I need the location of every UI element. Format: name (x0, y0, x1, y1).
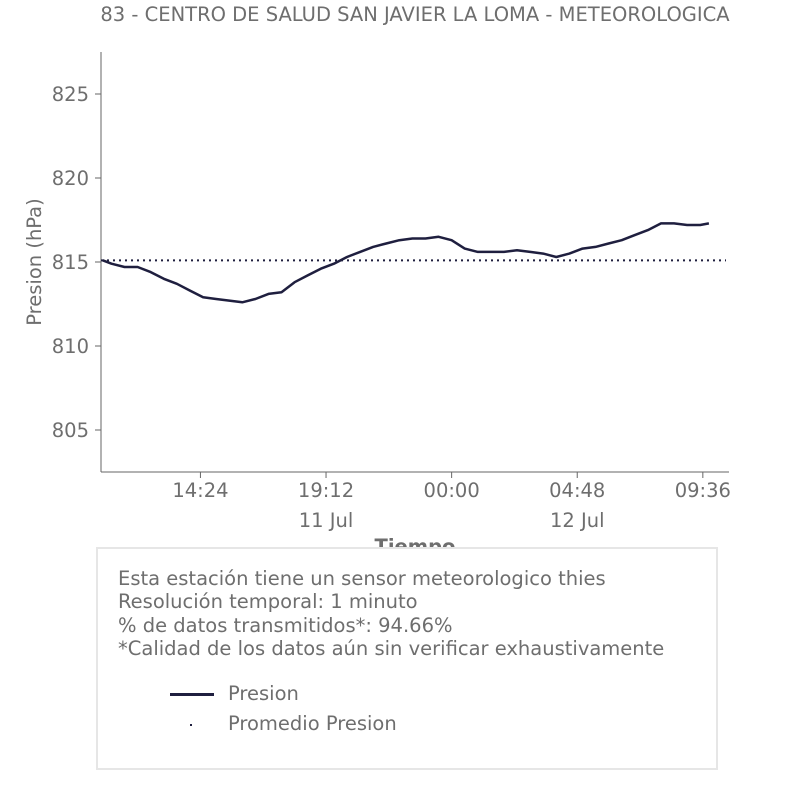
x-tick-date-label: 12 Jul (550, 509, 605, 532)
y-tick-label: 815 (52, 251, 89, 274)
x-tick-label: 14:24 (172, 479, 228, 502)
legend-label-presion: Presion (228, 682, 299, 705)
y-tick-label: 810 (52, 335, 89, 358)
chart-title: 83 - CENTRO DE SALUD SAN JAVIER LA LOMA … (100, 3, 730, 26)
station-info: Esta estación tiene un sensor meteorolog… (118, 567, 664, 660)
x-tick-label: 19:12 (298, 479, 354, 502)
y-tick-label: 805 (52, 419, 89, 442)
legend-dot-swatch (190, 724, 192, 726)
presion-series-line (102, 222, 710, 304)
info-sensor: Esta estación tiene un sensor meteorolog… (118, 567, 606, 590)
plot-area: 805 810 815 820 825 14:24 19:12 11 Jul 00:00 04:4… (52, 52, 731, 532)
x-tick-label: 04:48 (549, 479, 605, 502)
y-axis-label: Presion (hPa) (23, 198, 46, 325)
legend-label-promedio: Promedio Presion (228, 712, 397, 735)
info-transmitted: % de datos transmitidos*: 94.66% (118, 613, 453, 637)
info-box: Esta estación tiene un sensor meteorolog… (96, 547, 718, 770)
info-quality-note: *Calidad de los datos aún sin verificar … (118, 636, 665, 660)
info-resolution: Resolución temporal: 1 minuto (118, 590, 418, 614)
x-tick-label: 00:00 (424, 479, 480, 502)
y-tick-label: 820 (52, 167, 89, 190)
x-tick-label: 09:36 (675, 479, 731, 502)
x-tick-date-label: 11 Jul (299, 509, 354, 532)
y-tick-label: 825 (52, 83, 89, 106)
legend-line-swatch (170, 693, 214, 696)
